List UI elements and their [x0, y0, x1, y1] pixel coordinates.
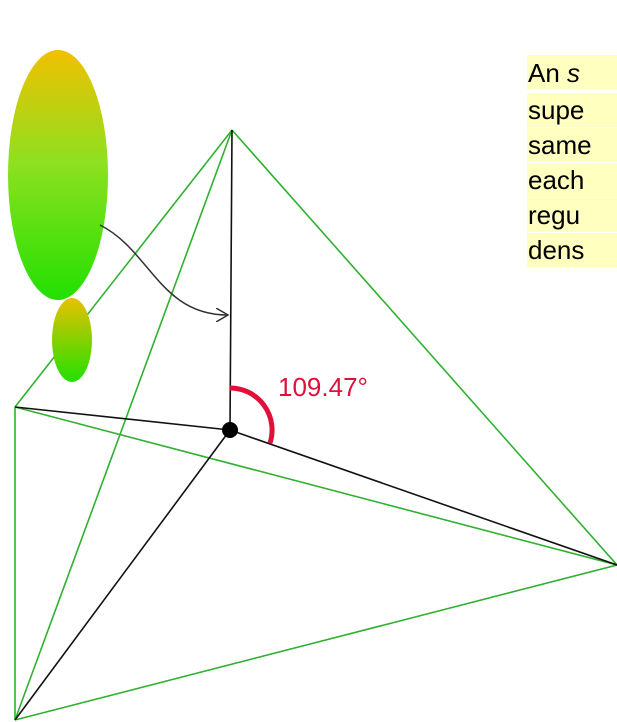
text-line: dens: [528, 235, 584, 265]
text-line: regu: [528, 200, 580, 230]
orbital-lobe-small: [52, 298, 92, 382]
tetrahedron: [14, 129, 617, 721]
text-part: An: [528, 58, 560, 88]
angle-arc: [229, 385, 275, 444]
text-block: An s supe same each regu dens: [528, 58, 592, 265]
highlights: [527, 55, 617, 267]
text-line: each: [528, 165, 584, 195]
orbital-lobe-large: [8, 50, 108, 300]
angle-label: 109.47°: [278, 372, 368, 402]
text-part: s: [567, 58, 580, 88]
text-line: same: [528, 130, 592, 160]
center-atom: [222, 422, 238, 438]
bonds: [14, 129, 617, 721]
text-line: supe: [528, 95, 584, 125]
arrow: [99, 224, 228, 315]
text-line: An s: [528, 58, 580, 88]
